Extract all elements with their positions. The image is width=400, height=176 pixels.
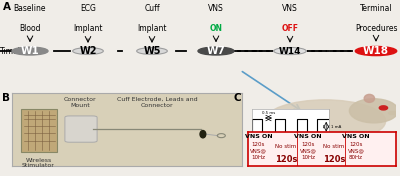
Text: Implant: Implant xyxy=(137,24,167,33)
Text: W1: W1 xyxy=(21,46,39,56)
Text: 120s: 120s xyxy=(252,142,265,147)
Text: A: A xyxy=(3,2,11,12)
Text: W18: W18 xyxy=(363,46,389,56)
Text: Connector
Mount: Connector Mount xyxy=(64,97,96,108)
Text: B: B xyxy=(2,93,10,103)
Text: 120s: 120s xyxy=(349,142,363,147)
Text: 80Hz: 80Hz xyxy=(349,155,363,160)
Text: Wireless
Stimulator: Wireless Stimulator xyxy=(22,158,55,168)
Text: 120s: 120s xyxy=(323,155,345,164)
Text: W7: W7 xyxy=(206,46,226,56)
Text: 10Hz: 10Hz xyxy=(301,155,315,160)
Circle shape xyxy=(355,46,397,56)
Text: VNS: VNS xyxy=(208,4,224,12)
Circle shape xyxy=(379,106,388,110)
Circle shape xyxy=(73,48,103,54)
Text: Cuff Electrode, Leads and
Connector: Cuff Electrode, Leads and Connector xyxy=(116,97,197,108)
FancyBboxPatch shape xyxy=(21,109,57,152)
Text: ECG: ECG xyxy=(80,4,96,12)
Ellipse shape xyxy=(264,100,386,142)
Text: ON: ON xyxy=(210,24,222,33)
Circle shape xyxy=(198,47,234,55)
Ellipse shape xyxy=(388,112,398,114)
Text: Terminal: Terminal xyxy=(360,4,392,12)
Text: 120s: 120s xyxy=(274,155,297,164)
Text: Blood: Blood xyxy=(19,24,41,33)
Text: VNS ON: VNS ON xyxy=(294,134,322,139)
Text: 10Hz: 10Hz xyxy=(251,155,265,160)
Text: 120s: 120s xyxy=(301,142,315,147)
Text: OFF: OFF xyxy=(282,24,298,33)
Text: Baseline: Baseline xyxy=(14,4,46,12)
Text: W5: W5 xyxy=(143,46,161,56)
FancyBboxPatch shape xyxy=(65,116,97,142)
Text: VNS@: VNS@ xyxy=(348,149,364,153)
Text: VNS: VNS xyxy=(282,4,298,12)
Text: VNS@: VNS@ xyxy=(300,149,316,153)
Circle shape xyxy=(274,48,306,55)
Text: Cuff: Cuff xyxy=(144,4,160,12)
Ellipse shape xyxy=(200,131,206,138)
Text: W14: W14 xyxy=(279,46,301,56)
Text: No stim: No stim xyxy=(323,144,344,149)
Circle shape xyxy=(349,99,398,123)
Text: Implant: Implant xyxy=(73,24,103,33)
Text: C: C xyxy=(234,93,242,103)
Text: VNS@: VNS@ xyxy=(250,149,267,153)
Text: Procedures: Procedures xyxy=(355,24,397,33)
Circle shape xyxy=(137,48,167,54)
Ellipse shape xyxy=(364,94,374,102)
Text: VNS ON: VNS ON xyxy=(342,134,370,139)
Text: W2: W2 xyxy=(79,46,97,56)
Text: Timeline: Timeline xyxy=(0,46,33,56)
Text: VNS ON: VNS ON xyxy=(244,134,272,139)
Text: No stim: No stim xyxy=(275,144,296,149)
Circle shape xyxy=(12,47,48,55)
